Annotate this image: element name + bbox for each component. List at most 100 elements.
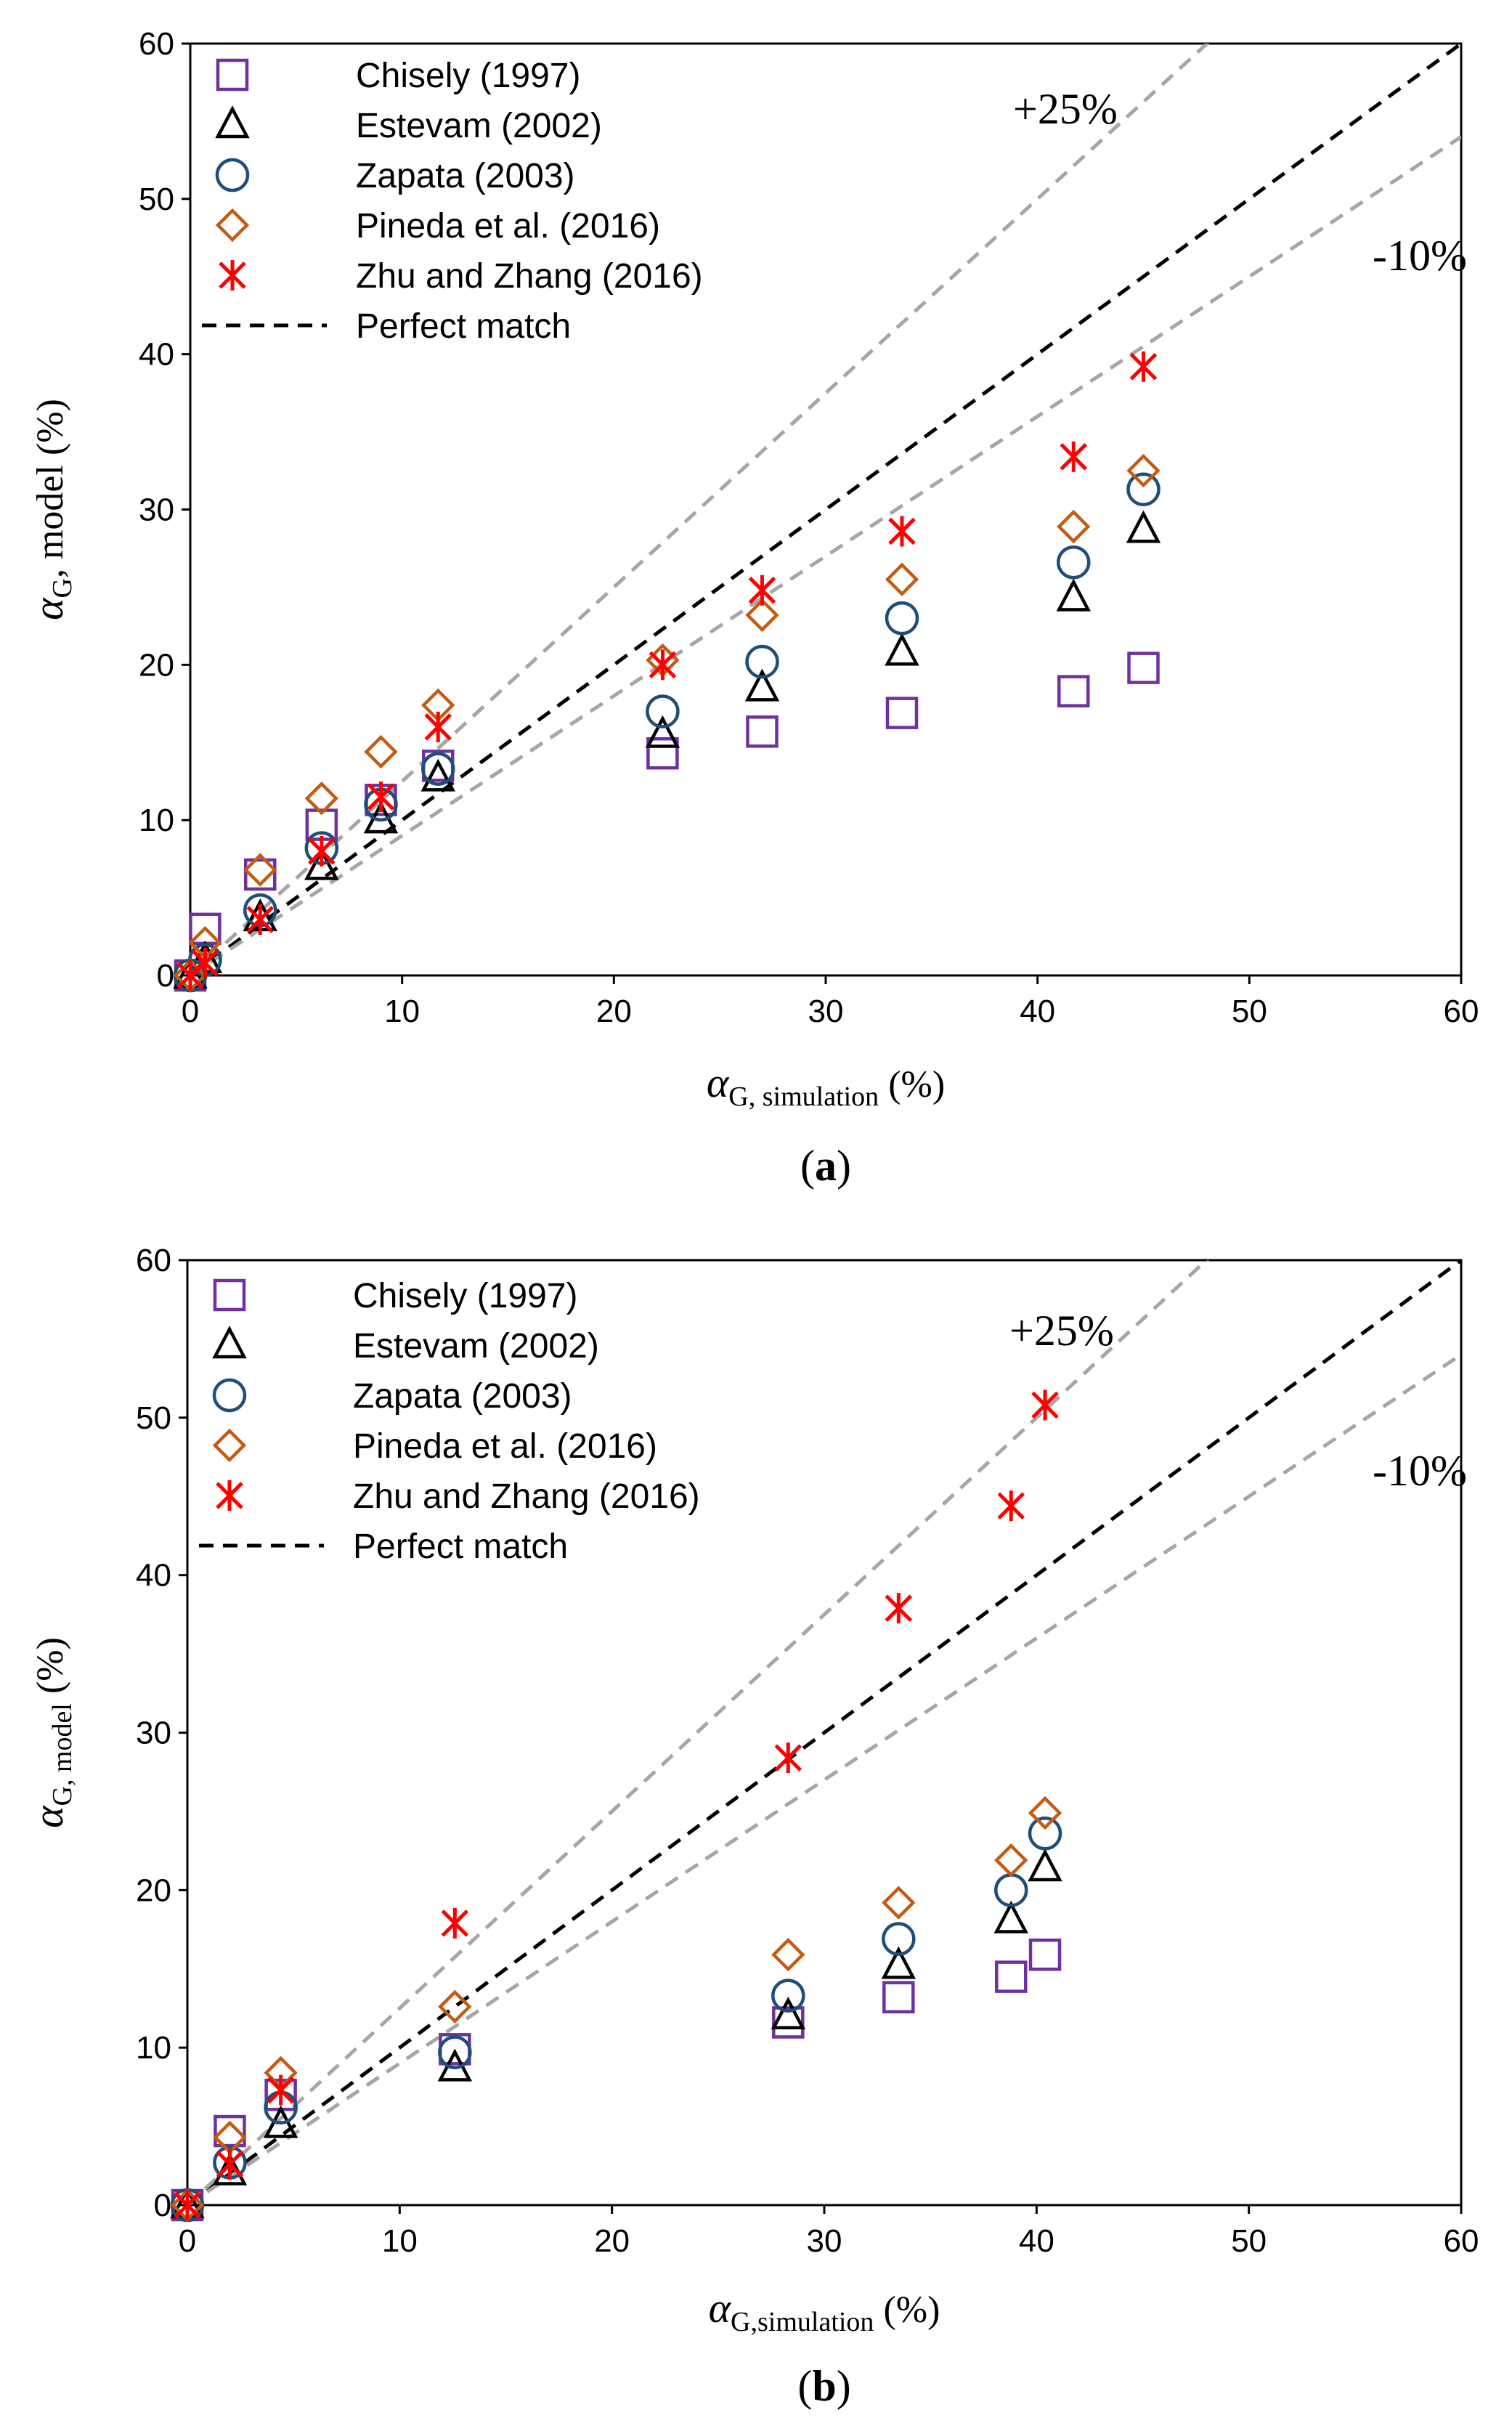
panel-label: (b) bbox=[797, 2362, 850, 2410]
data-point bbox=[1060, 441, 1088, 472]
data-point bbox=[885, 697, 919, 729]
data-point bbox=[438, 2035, 472, 2069]
data-point bbox=[745, 644, 779, 679]
data-point bbox=[367, 782, 395, 813]
legend-marker-diamond bbox=[215, 208, 250, 243]
legend-label: Pineda et al. (2016) bbox=[353, 1427, 657, 1466]
data-point bbox=[888, 516, 916, 547]
legend-marker-square bbox=[213, 1278, 246, 1312]
data-point bbox=[746, 715, 779, 748]
y-tick-label: 0 bbox=[154, 2188, 171, 2223]
x-tick-label: 50 bbox=[1232, 994, 1267, 1029]
y-tick-label: 30 bbox=[136, 1716, 171, 1751]
data-point bbox=[243, 853, 277, 887]
data-point bbox=[771, 1979, 805, 2013]
data-point bbox=[437, 2048, 473, 2082]
x-tick-label: 60 bbox=[1444, 994, 1479, 1029]
series-1 bbox=[174, 652, 1160, 992]
y-tick-label: 50 bbox=[136, 1400, 171, 1436]
data-point bbox=[438, 1989, 472, 2024]
x-axis-label: αG,simulation (%) bbox=[709, 2284, 940, 2337]
series-2 bbox=[173, 510, 1161, 989]
x-tick-label: 60 bbox=[1444, 2223, 1479, 2259]
data-point bbox=[441, 1907, 469, 1939]
data-point bbox=[420, 758, 455, 792]
series-4 bbox=[173, 453, 1161, 993]
x-tick-label: 30 bbox=[807, 2223, 842, 2259]
series-4 bbox=[170, 1795, 1062, 2223]
data-point bbox=[1057, 675, 1090, 707]
data-point bbox=[1028, 1817, 1062, 1851]
data-point bbox=[267, 2074, 295, 2106]
y-tick-label: 10 bbox=[136, 2030, 171, 2066]
legend-label: Chisely (1997) bbox=[356, 57, 580, 95]
data-point bbox=[1057, 509, 1091, 544]
data-point bbox=[214, 2114, 246, 2148]
chart-panel-b: 0 10 20 30 40 50 60 0 10 20 30 40 50 60 Chisely (1997)… bbox=[25, 1243, 1479, 2410]
y-tick-label: 40 bbox=[136, 1558, 171, 1594]
y-axis-label: αG, model (%) bbox=[25, 399, 78, 620]
series-3 bbox=[173, 472, 1161, 993]
data-point bbox=[885, 633, 919, 666]
data-point bbox=[1129, 351, 1158, 382]
y-tick-label: 20 bbox=[139, 647, 174, 683]
y-tick-label: 60 bbox=[139, 26, 174, 62]
x-tick-label: 0 bbox=[182, 994, 199, 1029]
reference-lines bbox=[187, 1260, 1461, 2205]
data-point bbox=[994, 1843, 1028, 1878]
legend-marker-star bbox=[219, 260, 246, 291]
data-point bbox=[993, 1900, 1028, 1933]
panel-label: (a) bbox=[800, 1142, 851, 1190]
y-tick-label: 50 bbox=[139, 182, 174, 217]
data-point bbox=[1056, 578, 1091, 612]
data-point bbox=[881, 1946, 916, 1979]
legend-label: Zapata (2003) bbox=[353, 1377, 572, 1416]
data-point bbox=[646, 694, 680, 729]
band-label-upper: +25% bbox=[1009, 1307, 1114, 1355]
band-label-lower: -10% bbox=[1373, 232, 1467, 280]
legend-marker-star bbox=[216, 1480, 243, 1511]
x-tick-label: 50 bbox=[1231, 2223, 1267, 2259]
data-point bbox=[774, 1742, 802, 1774]
data-point bbox=[748, 575, 776, 606]
series-5 bbox=[176, 351, 1158, 991]
data-point bbox=[646, 736, 679, 770]
legend-label: Pineda et al. (2016) bbox=[356, 207, 660, 245]
data-point bbox=[246, 904, 275, 936]
x-tick-label: 40 bbox=[1020, 994, 1055, 1029]
chart-panel-a: 0 10 20 30 40 50 60 0 10 20 30 40 50 60 Chisely (1997)… bbox=[25, 26, 1479, 1190]
data-point bbox=[216, 2148, 244, 2180]
y-tick-label: 20 bbox=[136, 1872, 171, 1908]
data-point bbox=[1126, 472, 1161, 506]
band-label-upper: +25% bbox=[1013, 85, 1118, 133]
data-point bbox=[882, 1886, 916, 1920]
data-point bbox=[191, 947, 219, 978]
x-tick-label: 10 bbox=[382, 2223, 418, 2259]
band-line-plus-25 bbox=[190, 44, 1210, 975]
data-point bbox=[645, 715, 680, 748]
data-points bbox=[170, 1389, 1062, 2223]
data-point bbox=[1028, 1938, 1062, 1971]
data-point bbox=[885, 562, 919, 596]
x-tick-label: 30 bbox=[808, 994, 844, 1029]
legend: Chisely (1997) Estevam (2002) Zapata (2003… bbox=[202, 57, 703, 346]
legend-label: Estevam (2002) bbox=[353, 1327, 599, 1365]
x-tick-label: 0 bbox=[179, 2223, 196, 2259]
band-line-minus-10 bbox=[190, 135, 1461, 975]
legend-label: Zapata (2003) bbox=[356, 157, 575, 195]
legend-marker-square bbox=[216, 58, 249, 92]
y-tick-label: 60 bbox=[136, 1243, 171, 1278]
band-line-plus-25 bbox=[187, 1260, 1209, 2205]
data-point bbox=[174, 2190, 201, 2220]
y-tick-label: 30 bbox=[139, 492, 174, 528]
data-point bbox=[244, 858, 277, 891]
reference-lines bbox=[190, 44, 1461, 975]
data-point bbox=[882, 1981, 915, 2014]
data-point bbox=[304, 847, 339, 880]
data-point bbox=[1057, 545, 1091, 580]
data-point bbox=[1028, 1848, 1062, 1882]
legend-label: Perfect match bbox=[356, 307, 571, 346]
x-tick-label: 20 bbox=[594, 2223, 630, 2259]
data-point bbox=[997, 1490, 1025, 1522]
